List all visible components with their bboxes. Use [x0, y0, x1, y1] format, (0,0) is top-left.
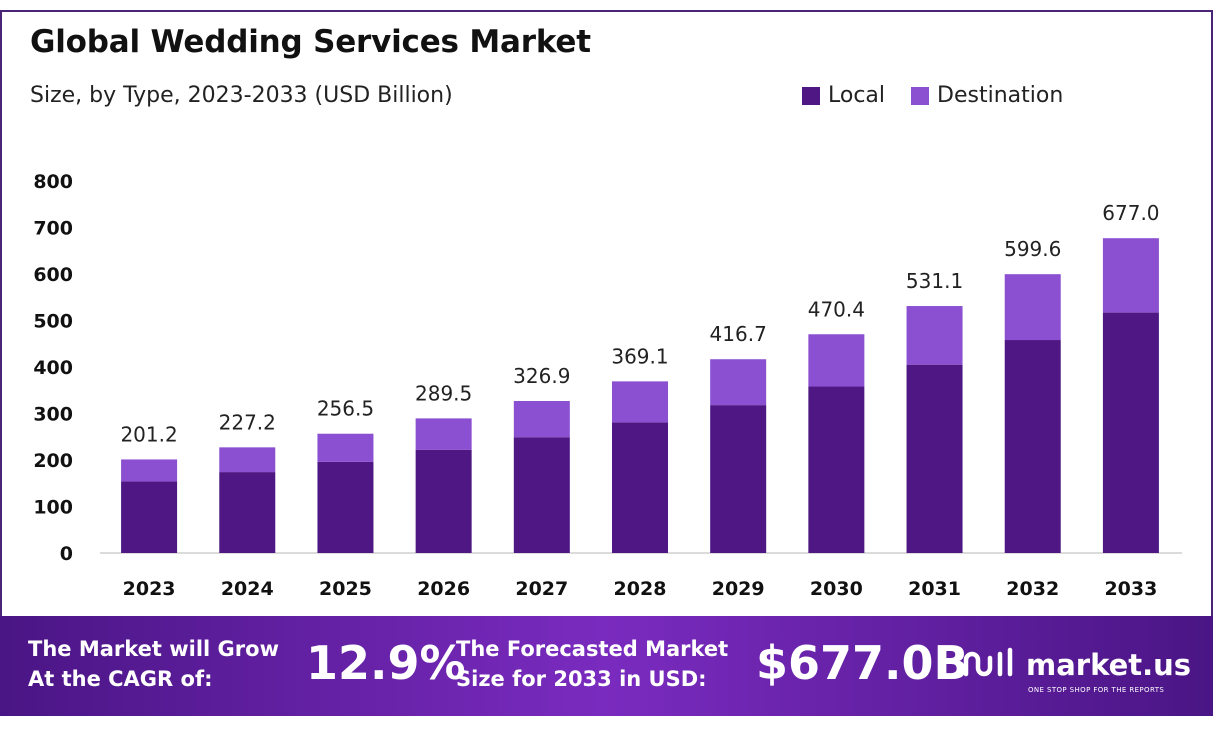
- bar-destination-2026: [415, 418, 472, 450]
- y-tick-label: 700: [33, 218, 73, 240]
- data-label-2031: 531.1: [906, 269, 963, 293]
- data-label-2030: 470.4: [808, 297, 865, 321]
- y-tick-label: 800: [33, 171, 73, 193]
- bar-local-2029: [710, 405, 767, 553]
- legend-item-local: Local: [802, 83, 885, 108]
- legend-swatch-local: [802, 86, 820, 105]
- y-tick-label: 500: [33, 311, 73, 333]
- y-tick-label: 600: [33, 264, 73, 286]
- data-label-2033: 677.0: [1102, 201, 1159, 225]
- bar-destination-2025: [317, 433, 374, 462]
- bar-destination-2023: [121, 459, 178, 482]
- y-tick-label: 200: [33, 450, 73, 472]
- logo-tagline: ONE STOP SHOP FOR THE REPORTS: [1028, 686, 1165, 694]
- x-tick-label-2032: 2032: [1006, 578, 1059, 600]
- x-tick-label-2030: 2030: [810, 578, 863, 600]
- x-tick-label-2029: 2029: [712, 578, 765, 600]
- legend-label-local: Local: [828, 83, 886, 108]
- forecast-caption-line1: The Forecasted Market: [456, 637, 729, 661]
- bar-destination-2027: [513, 400, 570, 438]
- y-tick-label: 400: [33, 357, 73, 379]
- x-tick-label-2023: 2023: [123, 578, 176, 600]
- y-tick-label: 300: [33, 404, 73, 426]
- cagr-caption-line2: At the CAGR of:: [28, 667, 213, 691]
- market-us-logo-icon: [962, 646, 1018, 684]
- forecast-caption-line2: Size for 2033 in USD:: [456, 667, 707, 691]
- chart-frame: [0, 10, 1213, 616]
- forecast-value: $677.0B: [756, 636, 969, 690]
- bar-local-2028: [612, 422, 668, 553]
- x-tick-label-2031: 2031: [908, 578, 961, 600]
- data-label-2028: 369.1: [611, 344, 668, 368]
- cagr-value: 12.9%: [306, 636, 466, 690]
- bar-local-2027: [513, 437, 570, 553]
- data-label-2026: 289.5: [415, 381, 472, 405]
- data-label-2023: 201.2: [120, 422, 177, 446]
- x-tick-label-2025: 2025: [319, 578, 372, 600]
- summary-banner: The Market will Grow At the CAGR of: 12.…: [0, 616, 1213, 716]
- bar-destination-2033: [1102, 238, 1159, 313]
- bar-local-2033: [1102, 312, 1159, 553]
- bar-local-2032: [1004, 340, 1061, 553]
- bar-destination-2028: [612, 381, 668, 423]
- bar-local-2024: [219, 472, 276, 553]
- bar-local-2023: [121, 481, 178, 553]
- data-label-2024: 227.2: [219, 410, 276, 434]
- data-label-2029: 416.7: [710, 322, 767, 346]
- bar-local-2031: [906, 364, 963, 553]
- bar-destination-2032: [1004, 274, 1061, 341]
- x-tick-label-2033: 2033: [1104, 578, 1157, 600]
- legend-label-destination: Destination: [937, 83, 1064, 108]
- legend-swatch-destination: [911, 86, 930, 105]
- bar-destination-2030: [808, 334, 865, 387]
- x-axis: 2023 2024 2025 2026 2027 2028 2029 2030 2031 2032…: [123, 578, 1158, 600]
- bar-destination-2024: [219, 447, 276, 473]
- bar-destination-2029: [710, 359, 767, 406]
- bar-local-2025: [317, 461, 374, 553]
- y-tick-label: 0: [60, 543, 73, 565]
- x-tick-label-2024: 2024: [221, 578, 274, 600]
- bar-destination-2031: [906, 306, 963, 365]
- bar-chart: 0 100 200 300 400 500 600 700 800 201.2 227.2 256.…: [33, 171, 1182, 600]
- legend: Local Destination: [802, 83, 1063, 108]
- bar-local-2030: [808, 386, 865, 553]
- x-tick-label-2028: 2028: [614, 578, 667, 600]
- y-tick-label: 100: [33, 497, 73, 519]
- cagr-caption: The Market will Grow At the CAGR of:: [28, 634, 279, 694]
- data-label-2025: 256.5: [317, 397, 374, 421]
- x-tick-label-2026: 2026: [417, 578, 470, 600]
- chart-title: Global Wedding Services Market: [30, 24, 591, 60]
- logo-wordmark: market.us: [1026, 648, 1192, 682]
- data-label-2027: 326.9: [513, 364, 570, 388]
- chart-subtitle: Size, by Type, 2023-2033 (USD Billion): [30, 83, 453, 108]
- market-us-logo: market.us ONE STOP SHOP FOR THE REPORTS: [962, 646, 1192, 694]
- cagr-caption-line1: The Market will Grow: [28, 637, 279, 661]
- x-tick-label-2027: 2027: [515, 578, 568, 600]
- forecast-caption: The Forecasted Market Size for 2033 in U…: [456, 634, 728, 694]
- legend-item-destination: Destination: [911, 83, 1063, 108]
- data-label-2032: 599.6: [1004, 237, 1061, 261]
- bar-local-2026: [415, 449, 472, 553]
- y-axis: 0 100 200 300 400 500 600 700 800: [33, 171, 73, 565]
- bars: 201.2 227.2 256.5 289.5 326.9 369.1 416.7 470.4…: [120, 201, 1160, 553]
